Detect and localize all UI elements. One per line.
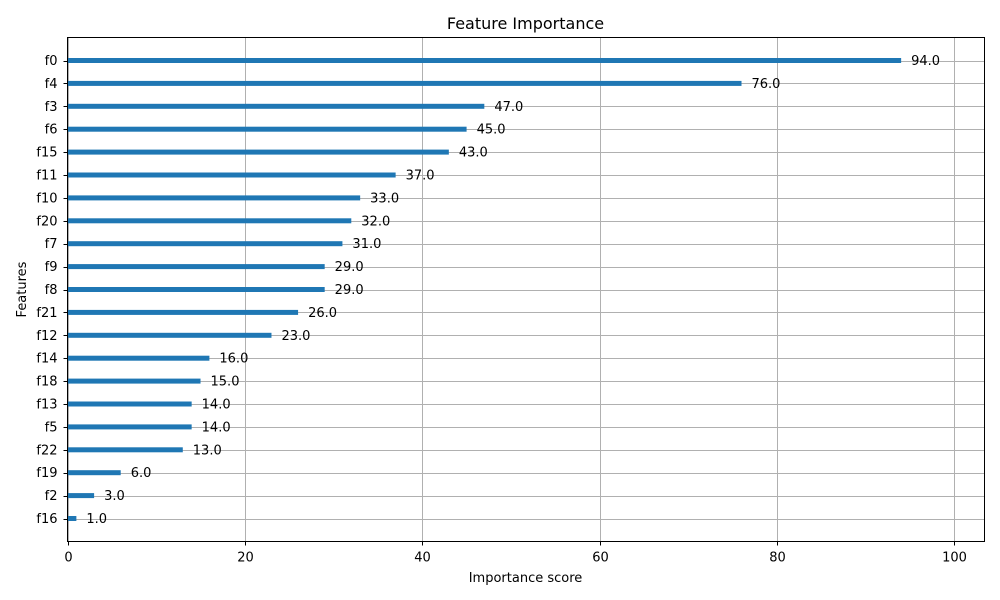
- x-tick-label: 80: [769, 551, 786, 566]
- y-tick-label: f8: [45, 283, 58, 298]
- x-tick-label: 0: [64, 551, 72, 566]
- y-tick-label: f6: [45, 123, 58, 138]
- data-label: 31.0: [352, 237, 381, 252]
- y-tick-label: f13: [36, 398, 57, 413]
- bar-f21: [67, 309, 299, 315]
- x-axis-ticks: 0 20 40 60 80 100: [64, 541, 967, 566]
- bar-f14: [67, 355, 210, 361]
- y-axis-ticks: f0 f4 f3 f6 f15 f11 f10 f20 f7 f9 f8 f21 f12 f14 f18 f1…: [36, 54, 68, 527]
- chart-title: Feature Importance: [447, 14, 604, 33]
- y-tick-label: f12: [36, 329, 57, 344]
- data-label: 15.0: [211, 375, 240, 390]
- data-label: 37.0: [406, 169, 435, 184]
- data-label: 43.0: [459, 146, 488, 161]
- y-tick-label: f19: [36, 466, 57, 481]
- data-label: 32.0: [361, 214, 390, 229]
- y-tick-label: f3: [45, 100, 58, 115]
- data-label: 3.0: [104, 489, 125, 504]
- y-tick-label: f20: [36, 214, 57, 229]
- bar-f5: [67, 424, 192, 430]
- data-label: 26.0: [308, 306, 337, 321]
- data-label: 47.0: [494, 100, 523, 115]
- bar-f13: [67, 401, 192, 407]
- bar-f4: [67, 80, 742, 86]
- data-label: 94.0: [911, 54, 940, 69]
- x-tick-label: 40: [414, 551, 431, 566]
- y-tick-label: f21: [36, 306, 57, 321]
- y-tick-label: f7: [45, 237, 58, 252]
- y-tick-label: f0: [45, 54, 58, 69]
- data-label: 16.0: [219, 352, 248, 367]
- data-label: 23.0: [281, 329, 310, 344]
- x-axis-title: Importance score: [469, 571, 583, 586]
- bar-f18: [67, 378, 201, 384]
- data-label: 6.0: [131, 466, 152, 481]
- data-label: 29.0: [335, 283, 364, 298]
- bar-f0: [67, 58, 902, 63]
- y-tick-label: f2: [45, 489, 58, 504]
- y-tick-label: f10: [36, 191, 57, 206]
- y-axis-title: Features: [15, 261, 30, 317]
- bar-f10: [67, 195, 361, 201]
- y-tick-label: f4: [45, 77, 58, 92]
- data-label: 29.0: [335, 260, 364, 275]
- y-tick-label: f9: [45, 260, 58, 275]
- data-label: 76.0: [752, 77, 781, 92]
- data-label: 14.0: [202, 398, 231, 413]
- bar-f19: [67, 470, 121, 476]
- bar-f2: [67, 493, 95, 499]
- y-tick-label: f15: [36, 146, 57, 161]
- data-label: 13.0: [193, 443, 222, 458]
- data-label: 1.0: [86, 512, 107, 527]
- plot-frame: [67, 37, 985, 542]
- bar-f15: [67, 149, 449, 155]
- y-tick-label: f14: [36, 352, 57, 367]
- bar-f20: [67, 218, 352, 224]
- data-label: 33.0: [370, 191, 399, 206]
- y-tick-label: f22: [36, 443, 57, 458]
- x-tick-label: 60: [592, 551, 609, 566]
- bar-f16: [67, 516, 77, 521]
- y-tick-label: f16: [36, 512, 57, 527]
- y-tick-label: f5: [45, 420, 58, 435]
- bar-f7: [67, 241, 343, 247]
- bar-f12: [67, 332, 272, 338]
- x-tick-label: 100: [942, 551, 967, 566]
- y-tick-label: f18: [36, 375, 57, 390]
- bar-f8: [67, 287, 325, 292]
- bars: [67, 58, 902, 521]
- y-tick-label: f11: [36, 169, 57, 184]
- data-label: 14.0: [202, 420, 231, 435]
- bar-f6: [67, 126, 467, 132]
- bar-f9: [67, 264, 325, 270]
- data-labels: 94.0 76.0 47.0 45.0 43.0 37.0 33.0 32.0 31.0 29.0…: [86, 54, 940, 527]
- bar-f22: [67, 447, 183, 453]
- bar-f11: [67, 172, 396, 178]
- bar-f3: [67, 103, 485, 109]
- data-label: 45.0: [477, 123, 506, 138]
- x-tick-label: 20: [237, 551, 254, 566]
